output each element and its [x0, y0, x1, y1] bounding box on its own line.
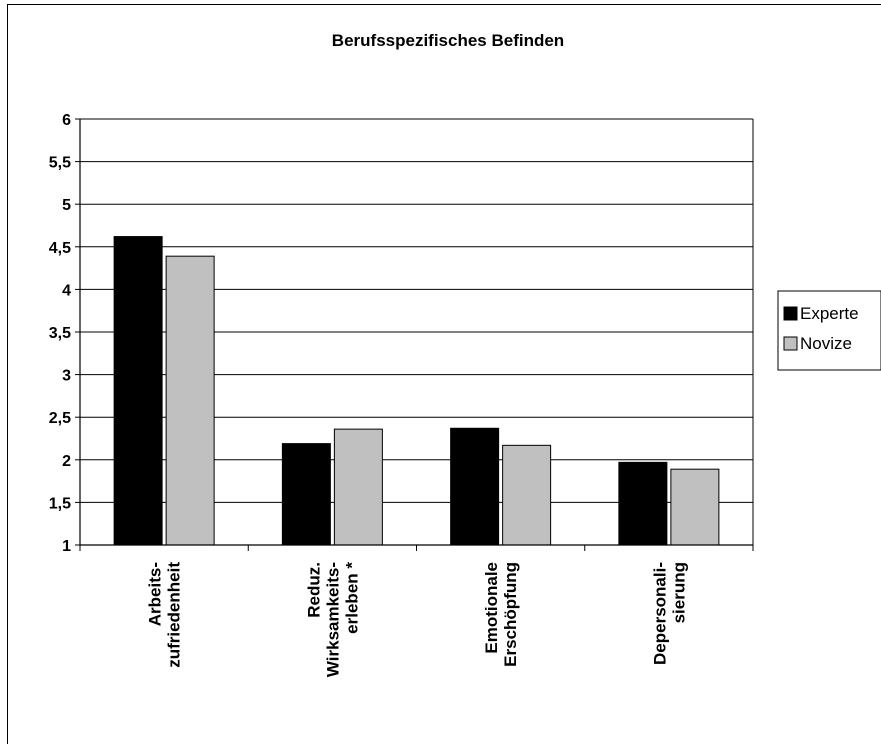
y-tick-label: 2,5 — [49, 410, 71, 427]
bar-novize — [670, 468, 720, 546]
y-tick-label: 3,5 — [49, 325, 71, 342]
y-tick-label: 1 — [62, 538, 71, 555]
y-tick-label: 1,5 — [49, 495, 71, 512]
y-tick-label: 5,5 — [49, 155, 71, 172]
x-category-label: Depersonali- — [650, 562, 669, 665]
axes — [79, 119, 754, 551]
y-axis-ticks: 1 1,5 2 2,5 3 3,5 4 4,5 5 5,5 6 — [49, 112, 80, 555]
bar-novize — [333, 428, 383, 546]
bar-novize — [502, 444, 552, 546]
x-category-label: Arbeits- — [146, 562, 165, 626]
legend-box — [777, 290, 881, 371]
y-tick-label: 4 — [62, 282, 71, 299]
x-category-label: zufriedenheit — [165, 562, 184, 668]
y-tick-label: 2 — [62, 453, 71, 470]
legend: Experte Novize — [777, 290, 881, 371]
x-category-label: Reduz. — [304, 562, 323, 618]
x-category-label: Erschöpfung — [501, 562, 520, 667]
bars — [113, 236, 720, 546]
legend-swatch — [783, 336, 798, 351]
x-category-label: Emotionale — [482, 562, 501, 654]
x-category-label: sierung — [669, 562, 688, 623]
y-tick-label: 5 — [62, 197, 71, 214]
bar-experte — [450, 427, 500, 546]
chart-title: Berufsspezifisches Befinden — [332, 31, 564, 50]
x-category-label: Wirksamkeits- — [323, 562, 342, 677]
bar-experte — [281, 443, 331, 546]
x-axis-labels: Arbeits-zufriedenheit Reduz. Wirksamkeits-… — [146, 562, 689, 678]
legend-swatch — [783, 306, 798, 321]
x-category-label: erleben * — [342, 562, 361, 634]
y-tick-label: 6 — [62, 112, 71, 129]
bar-experte — [113, 236, 163, 546]
y-tick-label: 4,5 — [49, 240, 71, 257]
y-tick-label: 3 — [62, 368, 71, 385]
bar-novize — [165, 255, 215, 546]
legend-label: Novize — [800, 334, 852, 353]
legend-label: Experte — [800, 304, 859, 323]
bar-experte — [618, 461, 668, 546]
chart-frame — [7, 4, 881, 744]
